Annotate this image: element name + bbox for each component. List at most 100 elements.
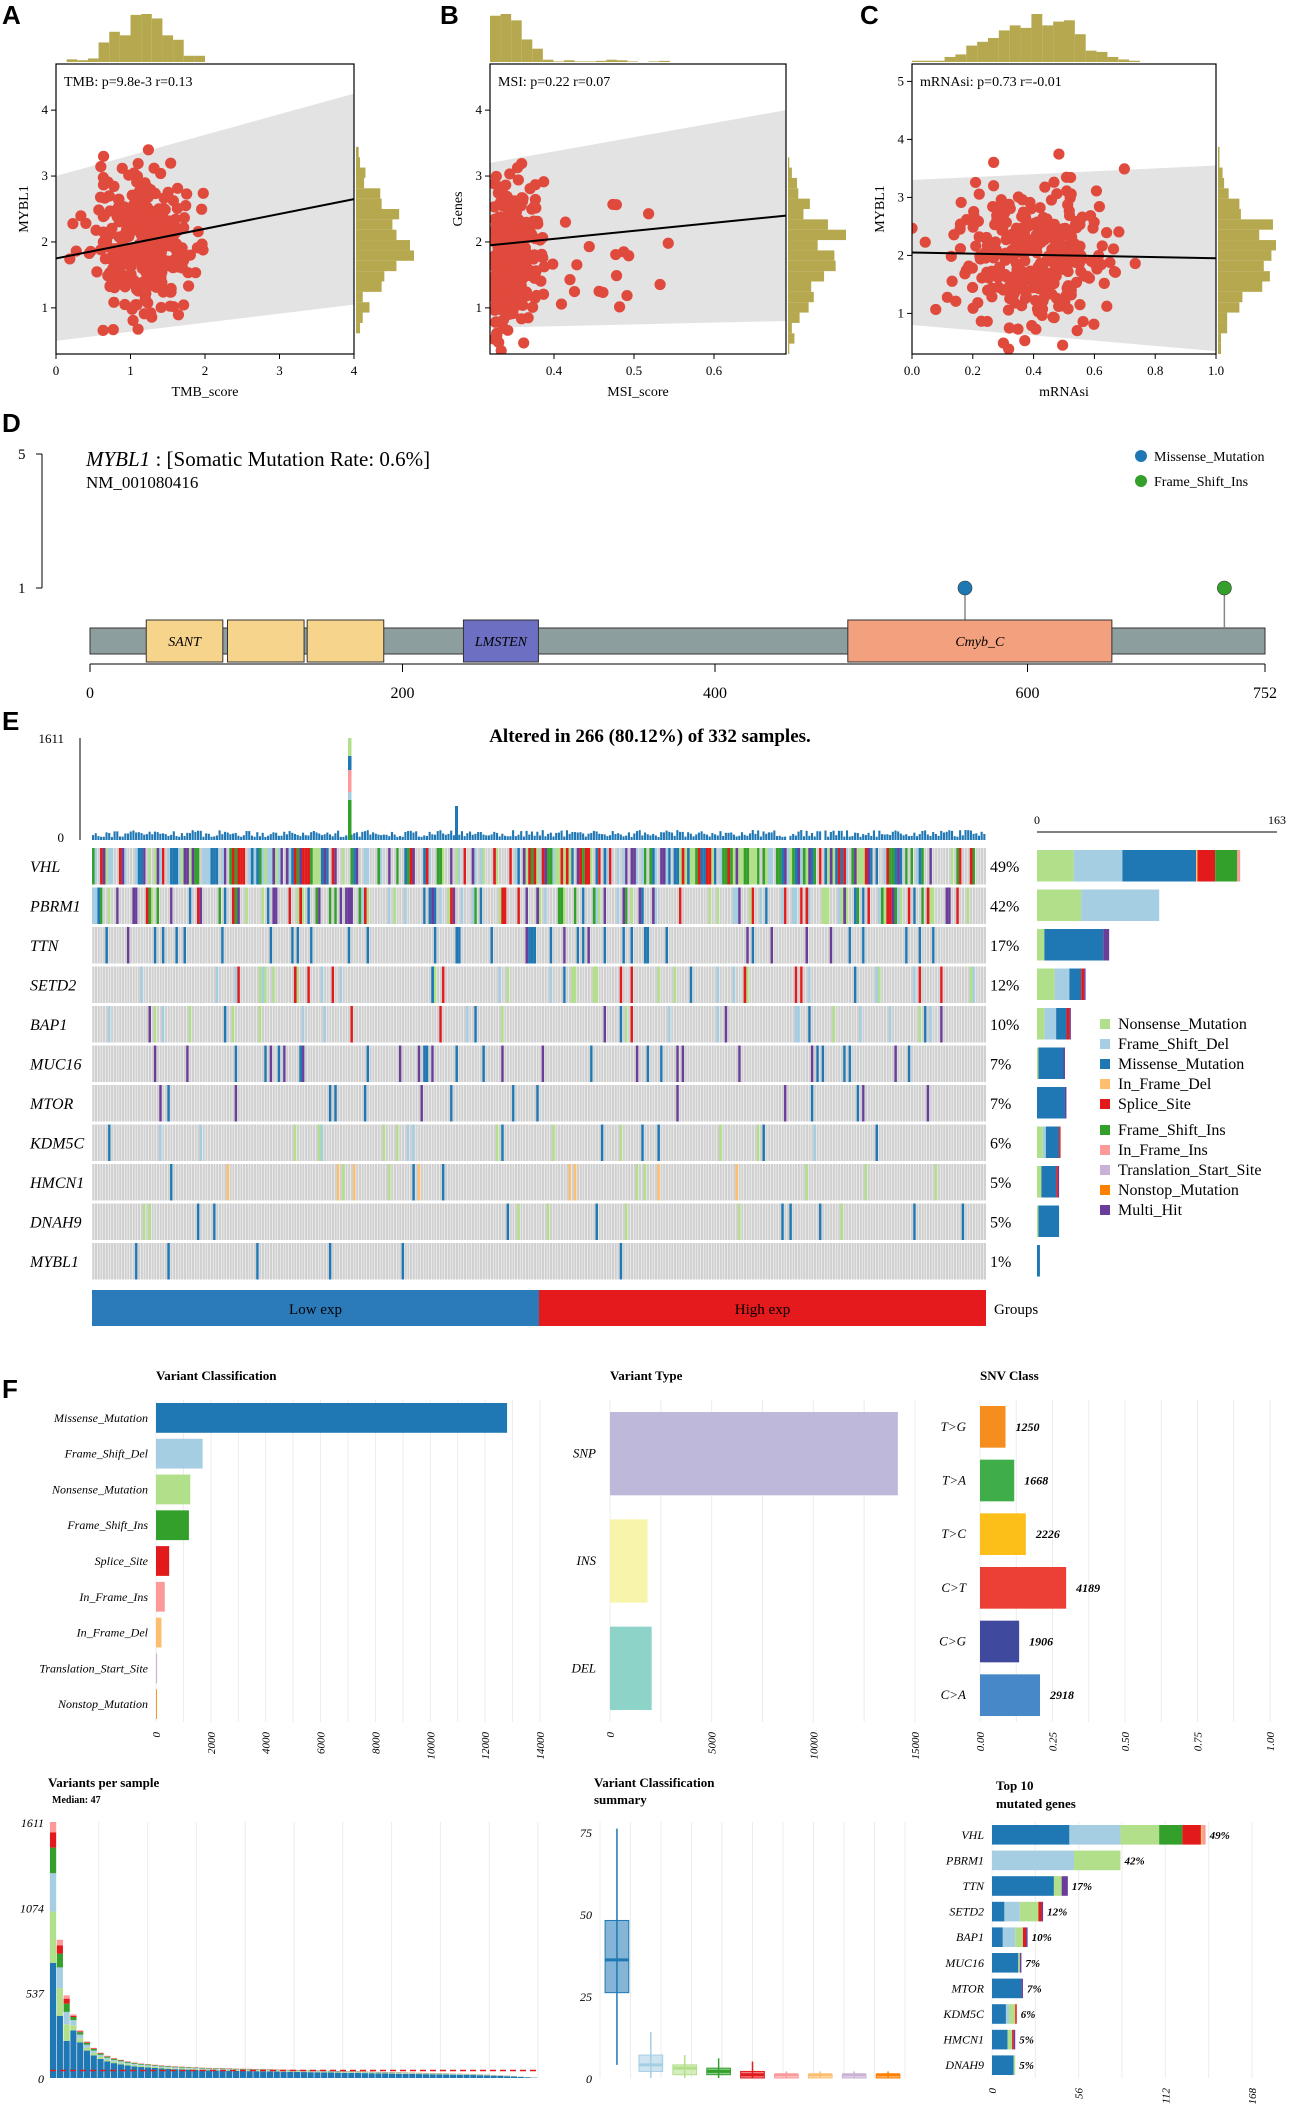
tmb-bar [576,832,579,840]
mutation-cell [498,966,502,1003]
tmb-bar [334,833,337,840]
tmb-bar [587,833,590,840]
right-hist-bar [356,188,381,199]
right-hist-bar [1218,343,1222,354]
tmb-bar [539,835,542,840]
mutation-cell [681,1045,685,1082]
gene-bar-segment [1237,850,1241,882]
scatter-point [91,266,103,278]
scatter-point [654,278,666,291]
right-hist-bar [356,198,382,209]
bar-axis-label: 163 [1268,813,1286,827]
mutation-cell [318,848,321,885]
scatter-point [116,162,128,174]
tmb-bar [843,836,846,840]
mutation-cell [856,887,860,924]
right-hist-bar [1218,322,1228,334]
tmb-bar [312,830,315,840]
mutation-cell [350,887,354,924]
mutation-cell [630,848,634,885]
tmb-bar [385,834,388,840]
tmb-bar [590,833,593,840]
mutation-cell [625,1006,628,1043]
gene-bar-segment [1037,1047,1039,1079]
mutation-cell [843,848,846,885]
tmb-bar [331,836,334,840]
gene-percent: 12% [990,977,1019,994]
tmb-bar [533,835,536,840]
tmb-bar [162,833,165,840]
mutation-cell [880,887,884,924]
mutation-cell [738,1203,741,1240]
mutation-cell [328,1085,332,1122]
scatter-point [1019,335,1031,347]
tmb-bar [630,836,633,840]
scatter-point [1008,270,1020,282]
scatter-point [1008,288,1020,301]
mutation-cell [730,848,733,885]
scatter-point [507,284,519,296]
tmb-bar [151,834,154,840]
tmb-bar [207,833,210,840]
tmb-bar [522,836,525,840]
mutation-cell [293,1124,297,1161]
mutation-cell [665,848,669,885]
tmb-bar [358,836,361,840]
correlation-annotation: mRNAsi: p=0.73 r=-0.01 [920,75,1062,90]
mutation-cell [407,1124,410,1161]
mutation-cell [393,887,397,924]
tmb-bar [969,830,972,840]
mutation-cell [956,887,960,924]
tmb-bar [194,831,197,840]
right-hist-bar [1218,229,1260,241]
tmb-bar [765,833,768,840]
scatter-point [197,187,209,199]
mutation-cell [536,848,539,885]
tmb-bar [816,831,819,840]
legend-dot [1135,450,1147,462]
group-label: Low exp [289,1302,342,1318]
scatter-point [973,231,985,243]
tmb-bar [571,831,574,840]
mutation-cell [148,1006,152,1043]
scatter-point [104,228,116,240]
mutation-cell [921,848,925,885]
tmb-bar [372,832,375,840]
mutation-cell [345,887,348,924]
mutation-cell [509,848,513,885]
scatter-point [1076,211,1088,223]
scatter-point [1024,265,1037,277]
lollipop-head [1217,580,1232,596]
mutation-cell [654,848,658,885]
tmb-bar [498,836,501,840]
mutation-cell [854,848,857,885]
mutation-cell [905,927,908,964]
tmb-bar [746,835,749,840]
mutation-cell [318,1124,321,1161]
mutation-cell [143,1203,146,1240]
scatter-point [1088,216,1100,228]
scatter-point [621,289,633,302]
tmb-bar [407,831,410,840]
scatter-point [528,272,541,284]
tmb-bar [471,834,474,840]
mutation-cell [598,887,601,924]
tmb-bar [859,836,862,840]
mutation-cell [366,887,370,924]
y-tick-label: 1 [42,300,49,315]
mutation-cell [719,848,723,885]
top-hist-bar [659,60,670,62]
tmb-bar [552,836,555,840]
tmb-bar [450,830,453,840]
y-axis-label: MYBL1 [17,185,32,232]
gene-bar-segment [1057,1166,1060,1198]
mutation-cell [170,887,173,924]
mutation-cell [959,848,962,885]
scatter-point [1062,199,1074,211]
tmb-bar [705,834,709,840]
mutation-cell [894,887,898,924]
mutation-cell [781,848,785,885]
top-hist-bar [500,14,512,62]
mutation-cell [234,887,238,924]
mutation-cell [439,848,443,885]
